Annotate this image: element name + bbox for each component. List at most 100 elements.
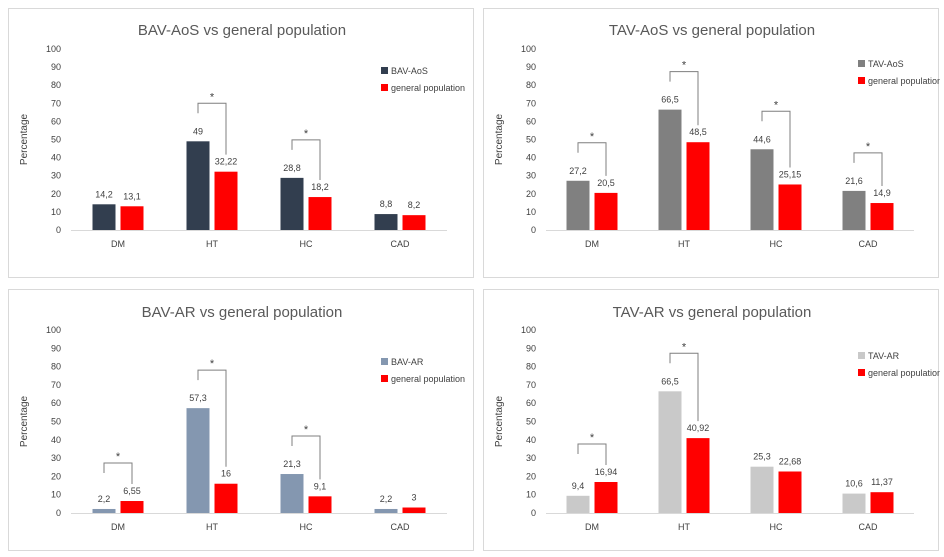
bar (870, 492, 894, 513)
data-label: 40,92 (687, 423, 710, 433)
bar (750, 149, 774, 230)
category-label: DM (111, 239, 125, 249)
y-tick-label: 60 (526, 398, 536, 408)
y-tick-label: 20 (51, 189, 61, 199)
y-tick-label: 10 (526, 207, 536, 217)
category-label: HC (300, 239, 313, 249)
significance-star: * (304, 128, 309, 140)
bar (374, 508, 398, 513)
significance-bracket (197, 102, 227, 155)
significance-star: * (590, 131, 595, 143)
y-axis-label: Percentage (19, 395, 30, 447)
significance-bracket (761, 110, 791, 168)
legend-swatch (858, 369, 865, 376)
y-tick-label: 100 (521, 325, 536, 335)
y-tick-label: 10 (51, 490, 61, 500)
y-tick-label: 80 (51, 362, 61, 372)
bar (214, 171, 238, 230)
data-label: 57,3 (189, 393, 207, 403)
data-label: 25,15 (779, 169, 802, 179)
data-label: 6,55 (123, 486, 141, 496)
data-label: 11,37 (871, 477, 893, 487)
data-label: 48,5 (689, 127, 707, 137)
legend-swatch (858, 77, 865, 84)
legend-label: general population (868, 76, 940, 86)
y-tick-label: 30 (526, 171, 536, 181)
y-tick-label: 70 (51, 98, 61, 108)
legend-label: general population (391, 83, 465, 93)
data-label: 22,68 (779, 456, 802, 466)
legend-swatch (381, 84, 388, 91)
legend-label: BAV-AR (391, 357, 424, 367)
chart-title: TAV-AoS vs general population (609, 22, 815, 39)
bar (658, 109, 682, 230)
data-label: 21,3 (283, 459, 301, 469)
legend-label: BAV-AoS (391, 66, 428, 76)
y-tick-label: 70 (51, 380, 61, 390)
y-tick-label: 40 (526, 435, 536, 445)
y-tick-label: 20 (526, 189, 536, 199)
bar (594, 192, 618, 230)
bar (566, 180, 590, 230)
significance-bracket (577, 443, 607, 465)
category-label: HT (678, 522, 690, 532)
data-label: 14,2 (95, 189, 113, 199)
legend-label: general population (868, 368, 940, 378)
significance-bracket (577, 142, 607, 176)
chart-title: BAV-AR vs general population (142, 304, 343, 321)
significance-bracket (197, 369, 227, 467)
category-label: HC (770, 522, 783, 532)
y-tick-label: 50 (51, 135, 61, 145)
bar (402, 507, 426, 513)
y-axis-label: Percentage (494, 395, 505, 447)
legend-label: TAV-AR (868, 351, 900, 361)
category-label: CAD (858, 522, 878, 532)
y-tick-label: 0 (531, 225, 536, 235)
bar (280, 177, 304, 230)
chart-svg: TAV-AoS vs general population 0 10 20 30 40 50… (494, 22, 940, 249)
bar (594, 481, 618, 513)
y-tick-label: 100 (521, 44, 536, 54)
y-tick-label: 10 (526, 490, 536, 500)
bar (686, 438, 710, 513)
y-tick-label: 50 (526, 135, 536, 145)
significance-bracket (669, 71, 699, 126)
data-label: 8,8 (380, 199, 393, 209)
legend-label: TAV-AoS (868, 59, 904, 69)
data-label: 13,1 (123, 191, 141, 201)
y-tick-label: 60 (526, 116, 536, 126)
y-tick-label: 20 (51, 471, 61, 481)
bar (842, 190, 866, 230)
category-label: HC (300, 522, 313, 532)
chart-panel-tav-aos: TAV-AoS vs general population 0 10 20 30 40 50… (483, 8, 940, 278)
data-label: 8,2 (408, 200, 421, 210)
significance-bracket (103, 462, 133, 485)
y-tick-label: 40 (51, 153, 61, 163)
significance-star: * (774, 99, 779, 111)
data-label: 21,6 (845, 176, 863, 186)
chart-panel-tav-ar: TAV-AR vs general population 0 10 20 30 40 50 6… (483, 289, 940, 551)
bar (374, 214, 398, 230)
significance-bracket (291, 435, 321, 480)
data-label: 25,3 (753, 452, 771, 462)
significance-bracket (669, 352, 699, 422)
data-label: 14,9 (873, 188, 891, 198)
data-label: 18,2 (311, 182, 329, 192)
category-label: CAD (858, 239, 878, 249)
chart-panel-bav-aos: BAV-AoS vs general population 0 10 20 30 40 50… (8, 8, 474, 278)
y-tick-label: 40 (526, 153, 536, 163)
category-label: HC (770, 239, 783, 249)
chart-title: TAV-AR vs general population (613, 304, 812, 321)
bar (120, 501, 144, 513)
legend-swatch (858, 60, 865, 67)
data-label: 2,2 (380, 494, 393, 504)
y-tick-label: 0 (56, 225, 61, 235)
data-label: 32,22 (215, 157, 238, 167)
data-label: 44,6 (753, 134, 771, 144)
chart-panel-bav-ar: BAV-AR vs general population 0 10 20 30 40 50 6… (8, 289, 474, 551)
significance-star: * (590, 432, 595, 444)
y-tick-label: 90 (51, 62, 61, 72)
significance-star: * (682, 60, 687, 72)
bar (750, 466, 774, 513)
y-tick-label: 100 (46, 44, 61, 54)
